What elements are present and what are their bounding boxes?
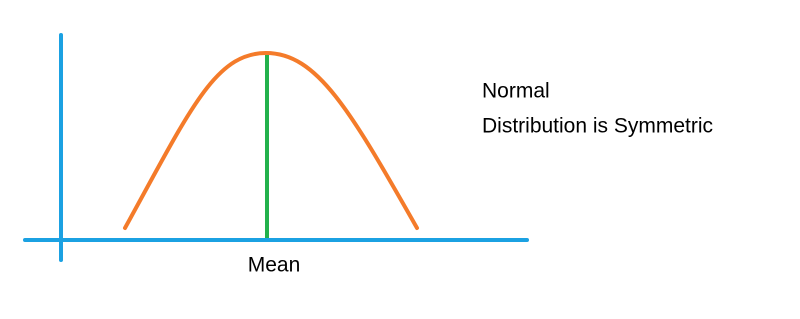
bell-curve (123, 50, 419, 230)
mean-label: Mean (248, 254, 301, 277)
caption-line: Normal (482, 80, 550, 103)
caption-line: Distribution is Symmetric (482, 115, 713, 138)
